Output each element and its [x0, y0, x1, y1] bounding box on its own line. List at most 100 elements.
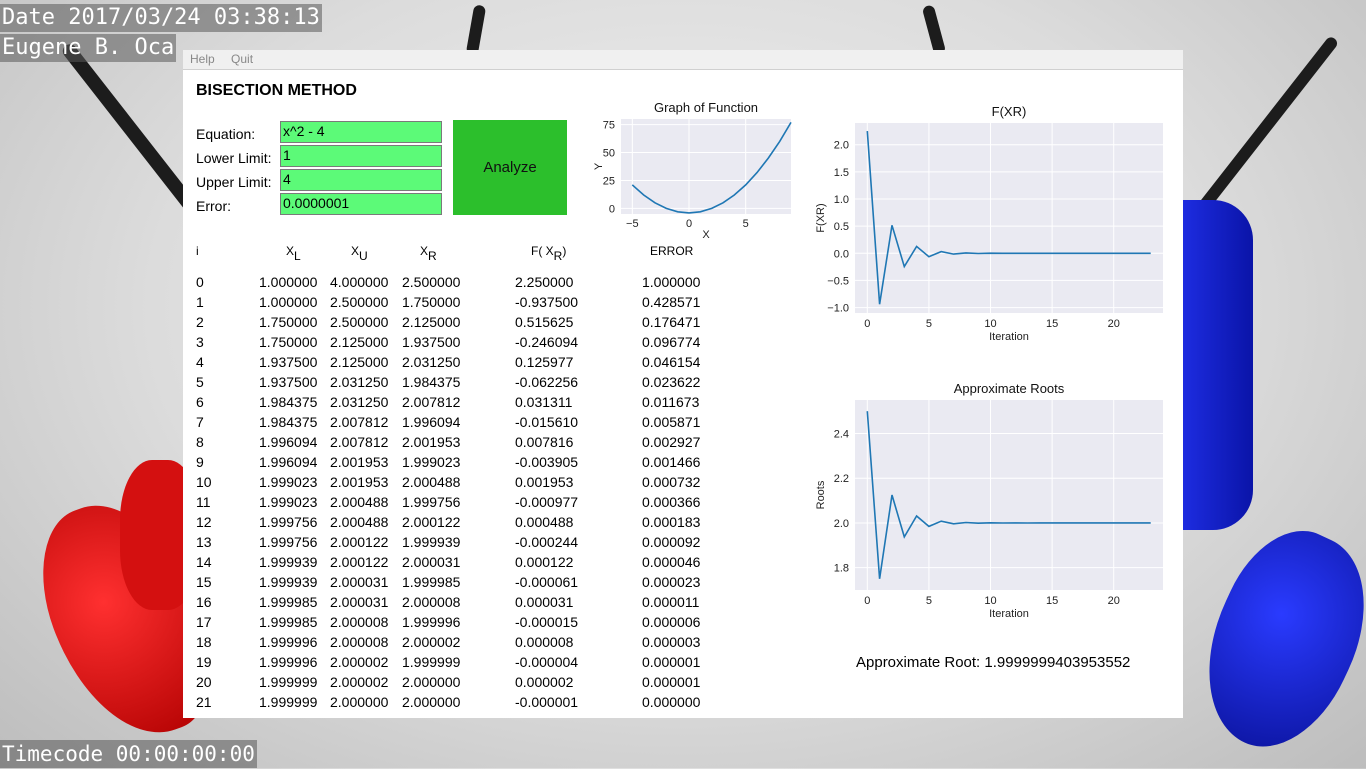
header-xr-sub: R [428, 249, 437, 263]
cell-xu: 2.007812 [330, 434, 389, 450]
chart-title: Graph of Function [654, 100, 758, 115]
cell-fxr: 0.000122 [515, 554, 574, 570]
cell-fxr: -0.246094 [515, 334, 579, 350]
cell-xr: 1.937500 [402, 334, 461, 350]
menu-quit[interactable]: Quit [231, 52, 254, 66]
cell-xl: 1.999996 [259, 634, 318, 650]
author-overlay: Eugene B. Oca [0, 34, 177, 62]
cell-error: 0.005871 [642, 414, 701, 430]
x-tick-label: 15 [1046, 595, 1058, 607]
y-tick-label: 1.0 [834, 194, 849, 206]
equation-label: Equation: [196, 126, 256, 142]
cell-xr: 1.984375 [402, 374, 461, 390]
x-tick-label: 5 [926, 595, 932, 607]
cell-xr: 2.000008 [402, 594, 461, 610]
cell-xl: 1.999939 [259, 574, 318, 590]
cell-i: 19 [196, 654, 212, 670]
cell-xu: 2.000031 [330, 574, 389, 590]
cell-xl: 1.999985 [259, 614, 318, 630]
y-tick-label: 0 [609, 203, 615, 215]
header-fxr-sub: R [553, 249, 563, 263]
cell-xr: 2.000031 [402, 554, 461, 570]
cell-xr: 2.000002 [402, 634, 461, 650]
cell-xr: 2.000122 [402, 514, 461, 530]
y-tick-label: 2.4 [834, 429, 849, 441]
cell-xr: 2.007812 [402, 394, 461, 410]
y-axis-label: Y [593, 162, 605, 170]
approximate-root-value: 1.9999999403953552 [984, 654, 1131, 671]
cell-fxr: -0.000004 [515, 654, 579, 670]
cell-xu: 2.007812 [330, 414, 389, 430]
cell-fxr: -0.000244 [515, 534, 579, 550]
header-xr-main: X [420, 244, 429, 258]
cell-xr: 2.000488 [402, 474, 461, 490]
y-tick-label: 1.5 [834, 167, 849, 179]
cell-xu: 2.001953 [330, 474, 389, 490]
cell-xl: 1.996094 [259, 434, 318, 450]
cell-xl: 1.937500 [259, 374, 318, 390]
cell-xr: 1.996094 [402, 414, 461, 430]
cell-xu: 2.000122 [330, 534, 389, 550]
cell-xr: 1.750000 [402, 294, 461, 310]
fxr-chart: 0 5 10 15 20 −1.0 −0.5 0.0 0.5 1.0 1.5 2.0 F(XR) Iter… [815, 104, 1163, 343]
cell-error: 0.000000 [642, 694, 701, 710]
cell-xl: 1.996094 [259, 454, 318, 470]
equation-input[interactable]: x^2 - 4 [280, 121, 442, 143]
cell-xl: 1.999756 [259, 514, 318, 530]
menu-help[interactable]: Help [190, 52, 215, 66]
cell-xr: 1.999985 [402, 574, 461, 590]
cell-error: 0.096774 [642, 334, 701, 350]
analyze-button[interactable]: Analyze [453, 120, 567, 215]
cell-i: 6 [196, 394, 204, 410]
plot-area [855, 123, 1163, 313]
x-axis-label: X [702, 229, 710, 241]
cell-error: 0.000001 [642, 674, 701, 690]
cell-fxr: 2.250000 [515, 274, 574, 290]
cell-error: 0.002927 [642, 434, 701, 450]
cell-fxr: 0.000488 [515, 514, 574, 530]
cell-xu: 2.000031 [330, 594, 389, 610]
cell-xl: 1.000000 [259, 274, 318, 290]
date-overlay: Date 2017/03/24 03:38:13 [0, 4, 322, 32]
x-tick-label: 5 [926, 318, 932, 330]
header-error: ERROR [650, 244, 694, 258]
wallpaper-blue-shape [1183, 200, 1253, 530]
cell-xl: 1.984375 [259, 394, 318, 410]
error-input[interactable]: 0.0000001 [280, 193, 442, 215]
lower-limit-label: Lower Limit: [196, 150, 272, 166]
wallpaper-stick-right [1188, 35, 1340, 224]
cell-i: 21 [196, 694, 212, 710]
lower-limit-input[interactable]: 1 [280, 145, 442, 167]
cell-fxr: 0.000008 [515, 634, 574, 650]
cell-error: 0.001466 [642, 454, 701, 470]
cell-error: 0.176471 [642, 314, 701, 330]
series-line [866, 131, 1151, 305]
cell-error: 0.000732 [642, 474, 701, 490]
cell-xu: 2.500000 [330, 294, 389, 310]
cell-xu: 2.000488 [330, 514, 389, 530]
cell-xu: 2.000000 [330, 694, 389, 710]
x-tick-label: 20 [1108, 318, 1120, 330]
header-fxr: F( XR) [531, 244, 566, 263]
cell-xr: 1.999939 [402, 534, 461, 550]
header-xu-main: X [351, 244, 360, 258]
x-axis-label: Iteration [989, 331, 1029, 343]
roots-chart: 0 5 10 15 20 1.8 2.0 2.2 2.4 Approximate Roots Ite… [815, 381, 1163, 620]
cell-fxr: -0.937500 [515, 294, 579, 310]
upper-limit-input[interactable]: 4 [280, 169, 442, 191]
cell-xu: 2.125000 [330, 334, 389, 350]
cell-xr: 2.500000 [402, 274, 461, 290]
cell-xl: 1.999999 [259, 674, 318, 690]
cell-xr: 2.031250 [402, 354, 461, 370]
cell-xl: 1.999985 [259, 594, 318, 610]
cell-error: 0.000366 [642, 494, 701, 510]
cell-xu: 2.000008 [330, 634, 389, 650]
cell-xl: 1.999023 [259, 474, 318, 490]
cell-i: 15 [196, 574, 212, 590]
plot-area [621, 119, 791, 214]
header-xr: XR [420, 244, 437, 263]
cell-fxr: 0.001953 [515, 474, 574, 490]
cell-error: 0.011673 [642, 394, 700, 410]
chart-title: Approximate Roots [954, 381, 1065, 396]
upper-limit-label: Upper Limit: [196, 174, 272, 190]
